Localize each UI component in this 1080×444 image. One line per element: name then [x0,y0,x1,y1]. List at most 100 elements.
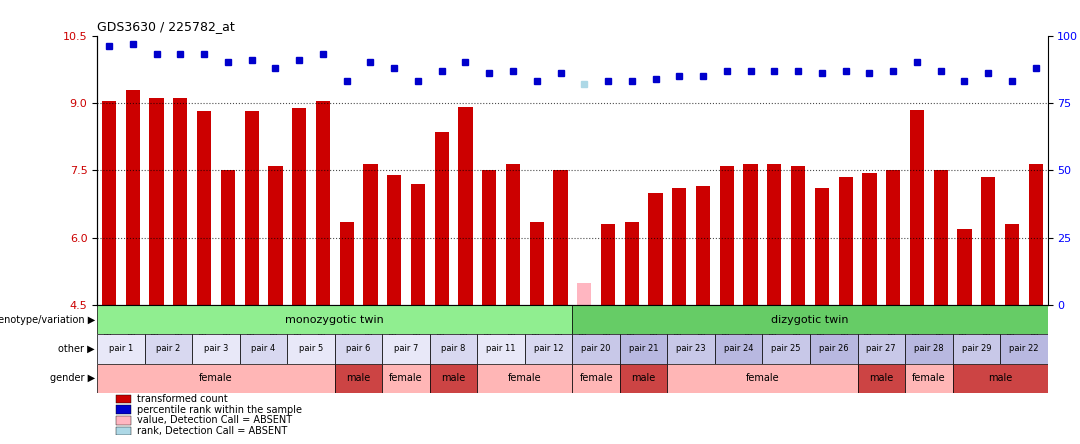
Bar [220,170,235,305]
Bar [1004,224,1020,305]
Text: female: female [199,373,233,383]
Text: female: female [508,373,542,383]
Bar [957,229,972,305]
Text: pair 28: pair 28 [914,345,944,353]
Bar [382,364,430,393]
Bar [102,101,117,305]
Text: pair 29: pair 29 [961,345,991,353]
Bar [117,405,132,414]
Text: pair 23: pair 23 [676,345,706,353]
Text: female: female [912,373,946,383]
Text: pair 22: pair 22 [1009,345,1039,353]
Bar [624,222,639,305]
Bar [620,334,667,364]
Bar [696,186,711,305]
Text: GDS3630 / 225782_at: GDS3630 / 225782_at [97,20,235,33]
Bar [315,101,330,305]
Bar [909,110,924,305]
Text: transformed count: transformed count [137,394,228,404]
Bar [387,175,402,305]
Bar [838,177,853,305]
Bar [97,305,572,334]
Text: pair 11: pair 11 [486,345,516,353]
Bar [762,334,810,364]
Text: genotype/variation ▶: genotype/variation ▶ [0,315,95,325]
Bar [430,364,477,393]
Text: male: male [988,373,1012,383]
Bar [862,173,877,305]
Bar [953,364,1048,393]
Bar [672,188,687,305]
Text: male: male [632,373,656,383]
Text: pair 20: pair 20 [581,345,611,353]
Text: female: female [389,373,423,383]
Bar [814,188,829,305]
Bar [335,334,382,364]
Text: male: male [347,373,370,383]
Bar [572,364,620,393]
Bar [482,170,497,305]
Text: pair 12: pair 12 [534,345,564,353]
Bar [335,364,382,393]
Bar [858,334,905,364]
Bar [117,416,132,424]
Text: female: female [579,373,613,383]
Bar [477,364,572,393]
Text: dizygotic twin: dizygotic twin [771,315,849,325]
Bar [173,99,188,305]
Bar [145,334,192,364]
Bar [382,334,430,364]
Bar [477,334,525,364]
Bar [525,334,572,364]
Text: pair 7: pair 7 [394,345,418,353]
Text: value, Detection Call = ABSENT: value, Detection Call = ABSENT [137,415,293,425]
Text: pair 3: pair 3 [204,345,228,353]
Text: pair 2: pair 2 [157,345,180,353]
Bar [933,170,948,305]
Text: pair 25: pair 25 [771,345,801,353]
Text: pair 6: pair 6 [347,345,370,353]
Bar [430,334,477,364]
Bar [600,224,616,305]
Bar [363,163,378,305]
Bar [719,166,734,305]
Text: male: male [442,373,465,383]
Bar [667,334,715,364]
Text: gender ▶: gender ▶ [50,373,95,383]
Bar [553,170,568,305]
Bar [197,111,212,305]
Bar [244,111,259,305]
Bar [125,90,140,305]
Bar [117,427,132,435]
Bar [767,163,782,305]
Bar [287,334,335,364]
Text: percentile rank within the sample: percentile rank within the sample [137,405,302,415]
Text: female: female [745,373,780,383]
Bar [886,170,901,305]
Bar [810,334,858,364]
Bar [572,305,1048,334]
Bar [97,364,335,393]
Bar [1028,163,1043,305]
Bar [410,184,426,305]
Bar [791,166,806,305]
Bar [117,395,132,403]
Text: pair 26: pair 26 [819,345,849,353]
Bar [292,108,307,305]
Bar [858,364,905,393]
Text: pair 24: pair 24 [724,345,754,353]
Text: monozygotic twin: monozygotic twin [285,315,384,325]
Bar [529,222,544,305]
Bar [577,282,592,305]
Text: pair 27: pair 27 [866,345,896,353]
Text: rank, Detection Call = ABSENT: rank, Detection Call = ABSENT [137,426,287,436]
Bar [667,364,858,393]
Bar [149,99,164,305]
Bar [715,334,762,364]
Bar [572,334,620,364]
Bar [458,107,473,305]
Text: other ▶: other ▶ [58,344,95,354]
Bar [981,177,996,305]
Text: pair 1: pair 1 [109,345,133,353]
Text: pair 4: pair 4 [252,345,275,353]
